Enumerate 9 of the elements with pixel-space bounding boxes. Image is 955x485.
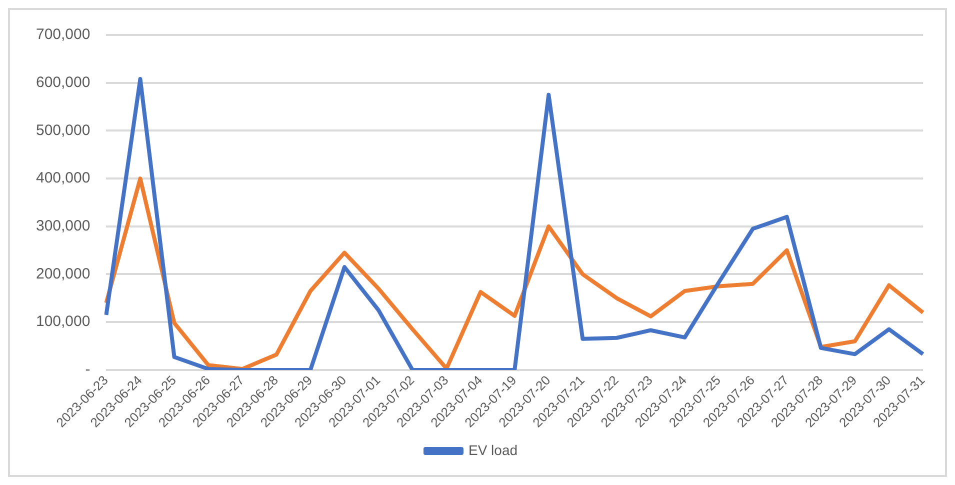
y-tick-label: 300,000	[36, 218, 90, 235]
y-tick-label: 200,000	[36, 265, 90, 282]
y-tick-label: -	[85, 361, 90, 378]
y-tick-label: 100,000	[36, 313, 90, 330]
legend-label: EV load	[468, 442, 518, 458]
y-tick-label: 500,000	[36, 122, 90, 139]
y-tick-label: 400,000	[36, 170, 90, 187]
y-tick-label: 700,000	[36, 26, 90, 44]
y-tick-label: 600,000	[36, 74, 90, 91]
